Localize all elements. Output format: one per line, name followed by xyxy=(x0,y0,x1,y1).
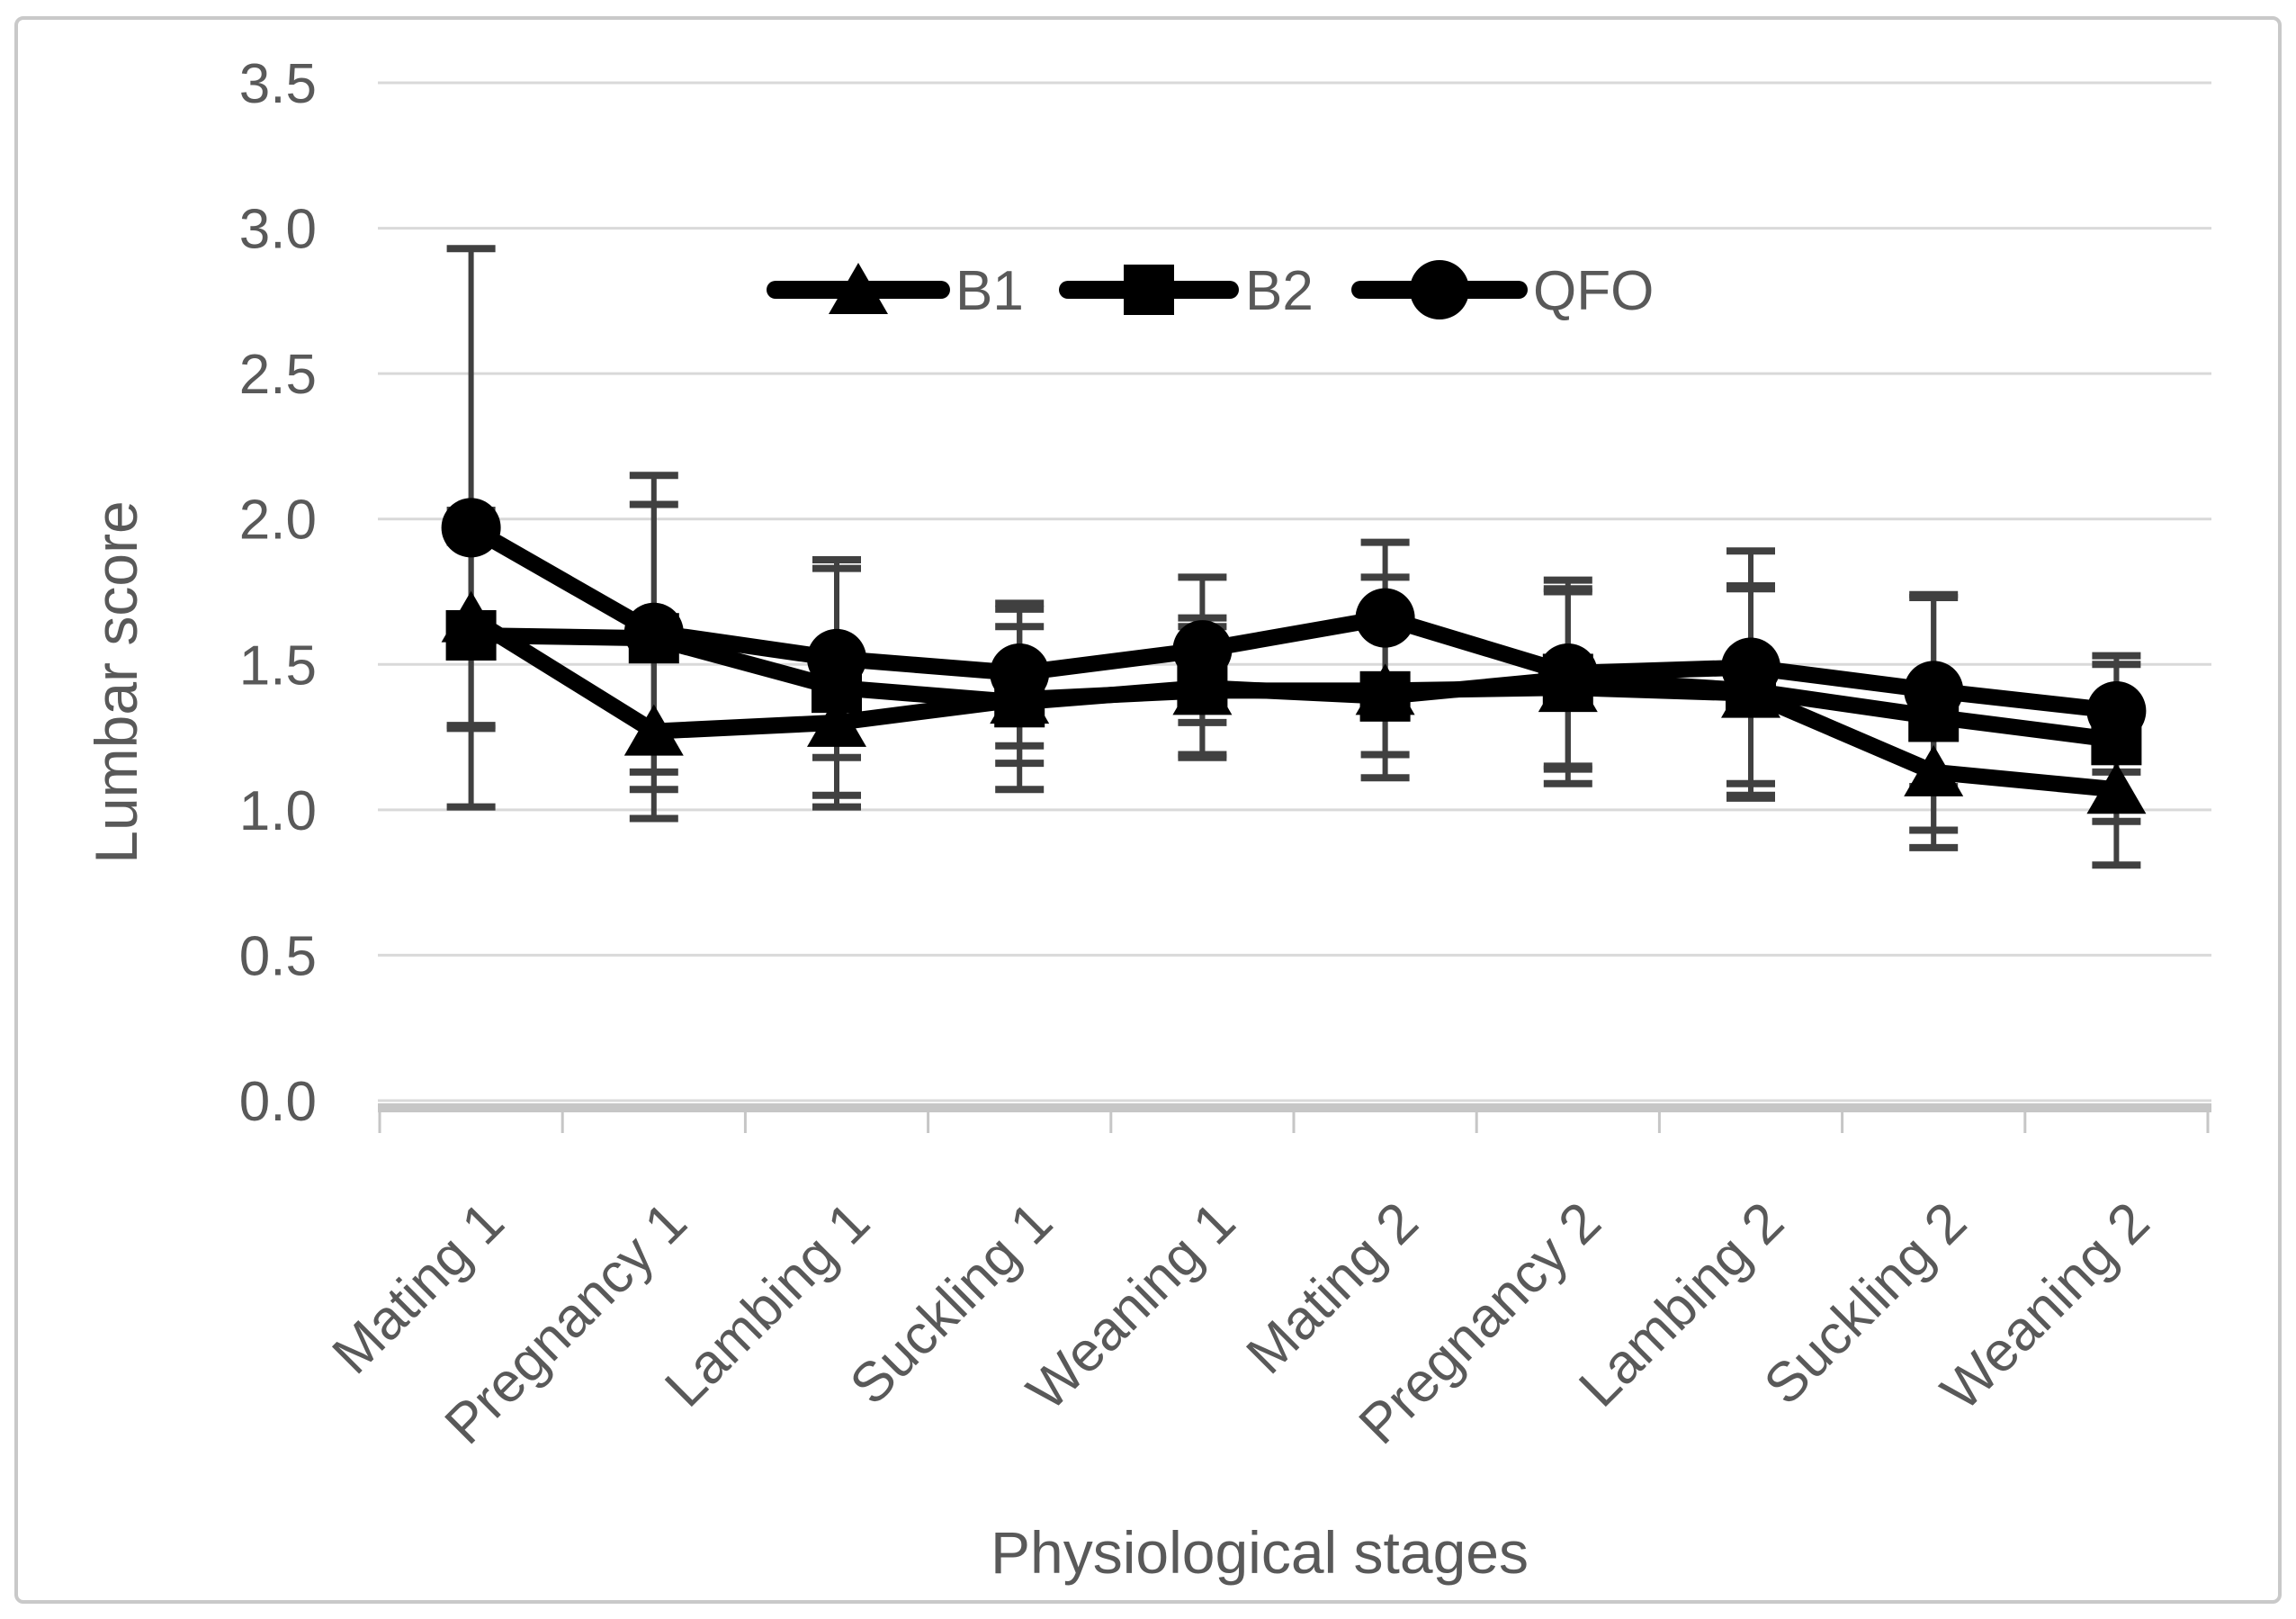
figure-border xyxy=(14,16,2282,1604)
legend-glyphs xyxy=(767,260,1528,319)
y-tick-label: 0.0 xyxy=(239,1071,317,1133)
legend-marker-B2 xyxy=(1124,265,1174,315)
marker-QFO xyxy=(990,643,1050,703)
marker-QFO xyxy=(1355,588,1415,648)
marker-QFO xyxy=(441,498,501,558)
marker-QFO xyxy=(1538,643,1598,703)
y-tick-label: 1.5 xyxy=(239,634,317,697)
y-tick-label: 1.0 xyxy=(239,780,317,842)
marker-QFO xyxy=(1721,637,1780,697)
y-tick-label: 2.5 xyxy=(239,344,317,406)
series-line-B2 xyxy=(462,626,2125,749)
marker-B1 xyxy=(807,695,866,747)
series-layer xyxy=(441,498,2147,814)
x-category-label: Mating 2 xyxy=(1235,1191,1431,1386)
marker-QFO xyxy=(2086,680,2147,741)
y-axis-title: Lumbar score xyxy=(83,500,149,864)
marker-QFO xyxy=(623,602,684,662)
gridlines-layer xyxy=(378,81,2211,1133)
legend-label-qfo: QFO xyxy=(1533,260,1654,322)
y-tick-label: 2.0 xyxy=(239,490,317,552)
legend-marker-B1 xyxy=(829,263,888,314)
legend-label-b2: B2 xyxy=(1245,260,1314,322)
marker-B1 xyxy=(1904,744,1964,796)
marker-B1 xyxy=(2086,762,2147,814)
marker-QFO xyxy=(807,628,866,688)
x-axis-title: Physiological stages xyxy=(991,1519,1529,1586)
x-category-label: Mating 1 xyxy=(321,1191,516,1386)
marker-B1 xyxy=(623,704,684,756)
y-tick-label: 0.5 xyxy=(239,925,317,987)
marker-B2 xyxy=(1359,670,1411,722)
error-bars-layer xyxy=(446,245,2141,869)
marker-QFO xyxy=(1904,661,1964,721)
legend-label-b1: B1 xyxy=(955,260,1024,322)
marker-QFO xyxy=(1172,620,1233,680)
y-tick-label: 3.5 xyxy=(239,53,317,115)
y-tick-label: 3.0 xyxy=(239,199,317,261)
legend: B1 B2 QFO xyxy=(767,260,1654,322)
marker-B2 xyxy=(445,609,497,661)
legend-marker-QFO xyxy=(1410,260,1469,319)
series-line-QFO xyxy=(462,519,2125,719)
